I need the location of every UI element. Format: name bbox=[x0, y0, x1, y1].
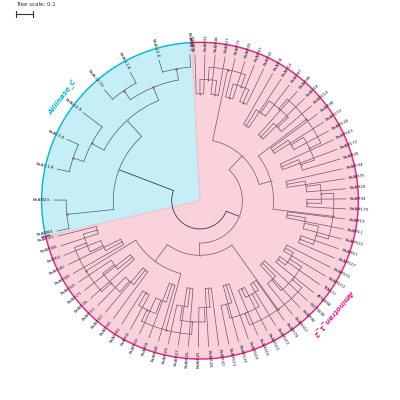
Text: BnAC3.4: BnAC3.4 bbox=[47, 129, 65, 140]
Text: BnAM500: BnAM500 bbox=[276, 328, 289, 346]
Text: BnAM19: BnAM19 bbox=[348, 218, 365, 224]
Text: BnAM18: BnAM18 bbox=[306, 83, 320, 97]
Text: BnAM87: BnAM87 bbox=[254, 46, 264, 62]
Text: BnAM516: BnAM516 bbox=[238, 345, 246, 364]
Text: BnAM502: BnAM502 bbox=[293, 316, 308, 333]
Text: BnAM34: BnAM34 bbox=[350, 197, 366, 201]
Text: BnAM53: BnAM53 bbox=[192, 34, 197, 51]
Text: BnAM27: BnAM27 bbox=[224, 36, 230, 53]
Text: BnAMI74: BnAMI74 bbox=[285, 322, 298, 339]
Text: BnAM38: BnAM38 bbox=[319, 100, 335, 113]
Text: BnAM506: BnAM506 bbox=[257, 338, 268, 357]
Text: Alliinase_C: Alliinase_C bbox=[47, 78, 78, 116]
Text: BnAM73: BnAM73 bbox=[234, 39, 242, 56]
Text: BnAM87: BnAM87 bbox=[290, 68, 303, 83]
Wedge shape bbox=[46, 42, 358, 359]
Text: BnAM522: BnAM522 bbox=[344, 238, 364, 247]
Text: BnAMI1: BnAMI1 bbox=[46, 255, 62, 264]
Text: BnAM23: BnAM23 bbox=[33, 198, 50, 202]
Text: ATTAR88: ATTAR88 bbox=[315, 293, 331, 308]
Text: BnAMI77: BnAMI77 bbox=[66, 291, 83, 305]
Text: BnAM11: BnAM11 bbox=[347, 228, 364, 235]
Text: BnAMI16: BnAMI16 bbox=[129, 336, 140, 354]
Text: BnAM24: BnAM24 bbox=[349, 185, 366, 190]
Text: BnAM89: BnAM89 bbox=[36, 230, 54, 237]
Text: BnAM172: BnAM172 bbox=[340, 140, 359, 150]
Text: BnAMI34: BnAMI34 bbox=[346, 162, 364, 170]
Text: BnAMI8: BnAMI8 bbox=[273, 56, 284, 72]
Text: BnAM273: BnAM273 bbox=[325, 108, 344, 122]
Text: BnAMI29: BnAMI29 bbox=[162, 346, 170, 365]
Text: BnAMI91: BnAMI91 bbox=[109, 326, 122, 343]
Text: BnAM138: BnAM138 bbox=[331, 118, 349, 131]
Wedge shape bbox=[42, 42, 200, 236]
Text: BnAM14: BnAM14 bbox=[282, 61, 294, 77]
Text: BnAMI08: BnAMI08 bbox=[40, 245, 58, 254]
Text: BnAMI4: BnAMI4 bbox=[120, 332, 130, 347]
Text: BnAM28: BnAM28 bbox=[343, 151, 360, 160]
Text: BnAMI76: BnAMI76 bbox=[74, 299, 90, 314]
Text: Tree scale: 0.1: Tree scale: 0.1 bbox=[16, 2, 56, 8]
Text: BnAMI49: BnAMI49 bbox=[54, 274, 71, 286]
Text: Aminotran_1_2: Aminotran_1_2 bbox=[312, 288, 355, 337]
Text: BnAM33: BnAM33 bbox=[203, 34, 208, 51]
Text: BnAM98: BnAM98 bbox=[301, 309, 315, 324]
Text: BnAMI26: BnAMI26 bbox=[185, 350, 190, 368]
Text: BnAM100: BnAM100 bbox=[327, 276, 346, 290]
Text: BnAM143: BnAM143 bbox=[336, 129, 354, 140]
Text: BnAM42: BnAM42 bbox=[263, 50, 274, 66]
Text: BnAMI11: BnAMI11 bbox=[82, 307, 97, 322]
Text: BnAM154: BnAM154 bbox=[313, 90, 330, 105]
Text: BnAM79: BnAM79 bbox=[348, 174, 365, 180]
Text: BnAMI21: BnAMI21 bbox=[37, 235, 55, 243]
Text: BnALL2.12: BnALL2.12 bbox=[86, 69, 104, 88]
Text: BnAM522: BnAM522 bbox=[228, 347, 235, 367]
Text: BnAMI27: BnAMI27 bbox=[173, 348, 180, 367]
Text: BnAM503: BnAM503 bbox=[267, 333, 279, 352]
Text: BnAMI10: BnAMI10 bbox=[60, 282, 77, 296]
Text: BnAMI25: BnAMI25 bbox=[196, 350, 200, 368]
Text: BnAM509: BnAM509 bbox=[248, 342, 258, 361]
Text: BnAMI57: BnAMI57 bbox=[90, 314, 105, 330]
Text: BnAMI9: BnAMI9 bbox=[140, 340, 150, 356]
Text: BnAM98: BnAM98 bbox=[298, 75, 312, 90]
Text: BnALL2.4: BnALL2.4 bbox=[151, 38, 160, 57]
Text: BnAMI40: BnAMI40 bbox=[48, 264, 66, 276]
Text: BnAM179: BnAM179 bbox=[350, 207, 369, 212]
Text: BnAMI58: BnAMI58 bbox=[99, 320, 113, 337]
Text: BnAM48: BnAM48 bbox=[214, 35, 219, 52]
Text: BnAM107: BnAM107 bbox=[337, 258, 356, 269]
Text: BnA1.1.8: BnA1.1.8 bbox=[35, 162, 54, 170]
Text: BnALL2.5: BnALL2.5 bbox=[186, 32, 192, 51]
Text: BnAM101: BnAM101 bbox=[332, 267, 351, 279]
Text: BnAMI48: BnAMI48 bbox=[151, 344, 160, 362]
Text: BnAMI47: BnAMI47 bbox=[217, 349, 224, 367]
Text: TTAR77: TTAR77 bbox=[322, 285, 336, 297]
Text: BnALL2.9: BnALL2.9 bbox=[64, 97, 82, 112]
Text: GSTPW98: GSTPW98 bbox=[308, 301, 325, 318]
Text: BnAMI28: BnAMI28 bbox=[207, 350, 212, 368]
Text: BnAM57: BnAM57 bbox=[341, 248, 358, 257]
Text: BnAM39: BnAM39 bbox=[244, 42, 253, 59]
Text: BnALL1.8: BnALL1.8 bbox=[118, 51, 130, 70]
